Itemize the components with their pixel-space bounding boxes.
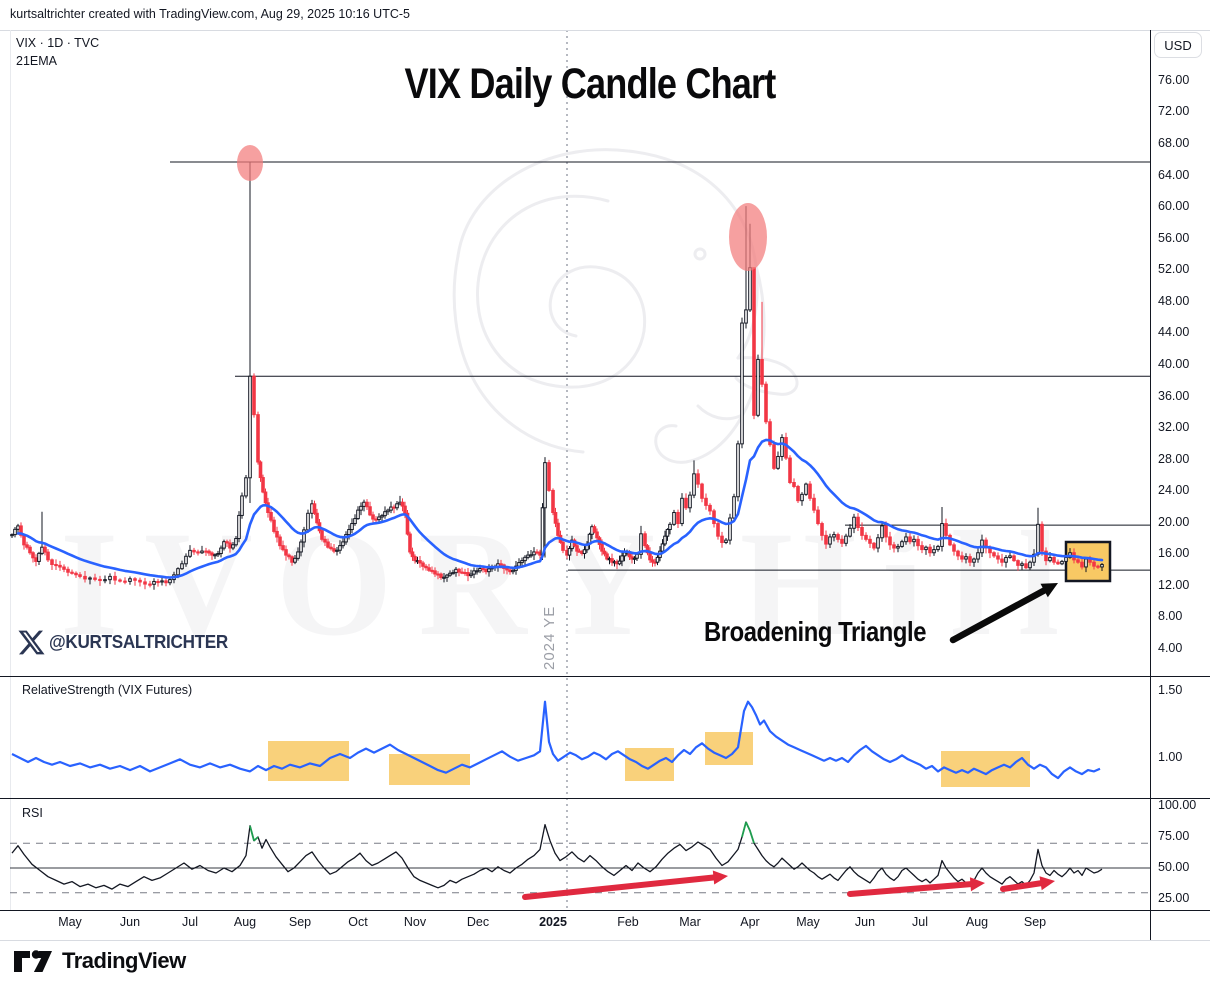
time-tick-label: Aug — [965, 915, 989, 929]
attribution-bar: kurtsaltrichter created with TradingView… — [10, 7, 410, 21]
price-tick-label: 68.00 — [1158, 136, 1190, 151]
rsi-tick-label: 25.00 — [1158, 891, 1190, 905]
price-tick-label: 16.00 — [1158, 546, 1190, 561]
price-tick-label: 40.00 — [1158, 356, 1190, 371]
chart-title: VIX Daily Candle Chart — [404, 60, 777, 108]
time-tick-label: Sep — [1023, 915, 1047, 929]
tradingview-logo-icon — [14, 950, 52, 972]
price-tick-label: 36.00 — [1158, 388, 1190, 403]
price-tick-label: 60.00 — [1158, 199, 1190, 214]
time-tick-label: May — [58, 915, 82, 929]
price-tick-label: 24.00 — [1158, 483, 1190, 498]
rsi-tick-label: 100.00 — [1158, 798, 1197, 812]
time-tick-label: Nov — [403, 915, 427, 929]
price-tick-label: 28.00 — [1158, 451, 1190, 466]
handle-text: @KURTSALTRICHTER — [49, 632, 228, 652]
time-tick-label: Apr — [740, 915, 760, 929]
time-tick-label: Sep — [288, 915, 312, 929]
candles — [10, 161, 1104, 590]
elephant-watermark-icon — [452, 148, 799, 464]
rsi-tick-label: 50.00 — [1158, 860, 1190, 874]
time-tick-label: 2025 — [539, 915, 567, 929]
broadening-triangle-label: Broadening Triangle — [704, 616, 927, 647]
rs-pane-label[interactable]: RelativeStrength (VIX Futures) — [22, 683, 193, 697]
price-tick-label: 20.00 — [1158, 514, 1190, 529]
time-tick-label: May — [796, 915, 820, 929]
twitter-handle: @KURTSALTRICHTER — [18, 630, 237, 655]
rsi-tick-label: 75.00 — [1158, 829, 1190, 843]
price-tick-label: 4.00 — [1158, 641, 1183, 655]
price-tick-label: 56.00 — [1158, 230, 1190, 245]
price-tick-label: 52.00 — [1158, 262, 1190, 277]
year-end-label: 2024 YE — [541, 605, 558, 670]
rsi-pane-label[interactable]: RSI — [22, 806, 43, 820]
x-logo-icon — [18, 630, 45, 655]
price-tick-label: 76.00 — [1158, 72, 1190, 87]
price-tick-label: 8.00 — [1158, 609, 1183, 624]
price-tick-label: 64.00 — [1158, 167, 1190, 182]
price-tick-label: 32.00 — [1158, 420, 1190, 435]
symbol-legend-row[interactable]: VIX · 1D · TVC — [16, 36, 100, 50]
price-tick-label: 12.00 — [1158, 577, 1190, 592]
time-tick-label: Mar — [679, 915, 701, 929]
tradingview-footer[interactable]: TradingView — [12, 946, 186, 976]
currency-toggle-button[interactable]: USD — [1154, 32, 1202, 58]
rs-tick-label: 1.50 — [1158, 683, 1183, 697]
time-tick-label: Feb — [617, 915, 639, 929]
price-tick-label: 48.00 — [1158, 293, 1190, 308]
time-tick-label: Jun — [119, 915, 141, 929]
time-tick-label: Jun — [854, 915, 876, 929]
time-tick-label: Oct — [348, 915, 368, 929]
rs-tick-label: 1.00 — [1158, 750, 1183, 764]
time-tick-label: Aug — [233, 915, 257, 929]
price-tick-label: 72.00 — [1158, 104, 1190, 119]
symbol-legend: VIX · 1D · TVC 21EMA — [16, 34, 99, 70]
price-tick-label: 44.00 — [1158, 325, 1190, 340]
time-tick-label: Jul — [182, 915, 198, 929]
tradingview-logo-text: TradingView — [62, 948, 186, 973]
ema-legend-row[interactable]: 21EMA — [16, 54, 57, 68]
time-tick-label: Dec — [466, 915, 490, 929]
time-tick-label: Jul — [912, 915, 928, 929]
